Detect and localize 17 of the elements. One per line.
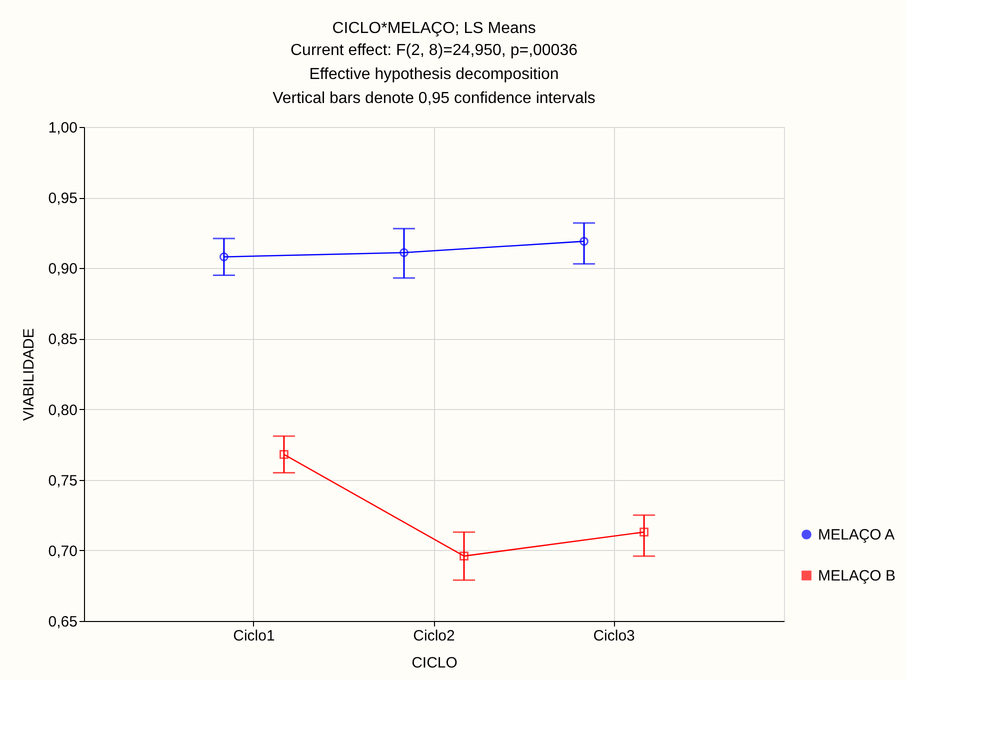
- y-tick-label: 1,00: [48, 120, 78, 136]
- y-tick-label: 0,85: [48, 331, 78, 348]
- y-tick-label: 0,80: [48, 402, 78, 419]
- y-tick-label: 0,65: [48, 614, 78, 630]
- chart-title: CICLO*MELAÇO; LS Means: [332, 20, 536, 37]
- x-tick-label: Ciclo3: [593, 628, 635, 644]
- y-tick-label: 0,70: [48, 542, 78, 560]
- y-tick-label: 0,75: [48, 472, 78, 490]
- x-tick-label: Ciclo2: [413, 628, 455, 644]
- chart-subtitle: Current effect: F(2, 8)=24,950, p=,00036 Effective hypothesis decomposition Vertical bars denote 0,95 confidence intervals: [272, 42, 596, 107]
- y-tick-label: 0,95: [48, 190, 78, 208]
- legend-label: MELAÇO B: [818, 568, 896, 584]
- y-axis-title: VIABILIDADE: [20, 328, 38, 421]
- x-tick-label: Ciclo1: [233, 628, 275, 644]
- y-tick-label: 0,90: [48, 260, 78, 278]
- x-axis-title: CICLO: [412, 654, 458, 672]
- legend-label: MELAÇO A: [818, 526, 895, 544]
